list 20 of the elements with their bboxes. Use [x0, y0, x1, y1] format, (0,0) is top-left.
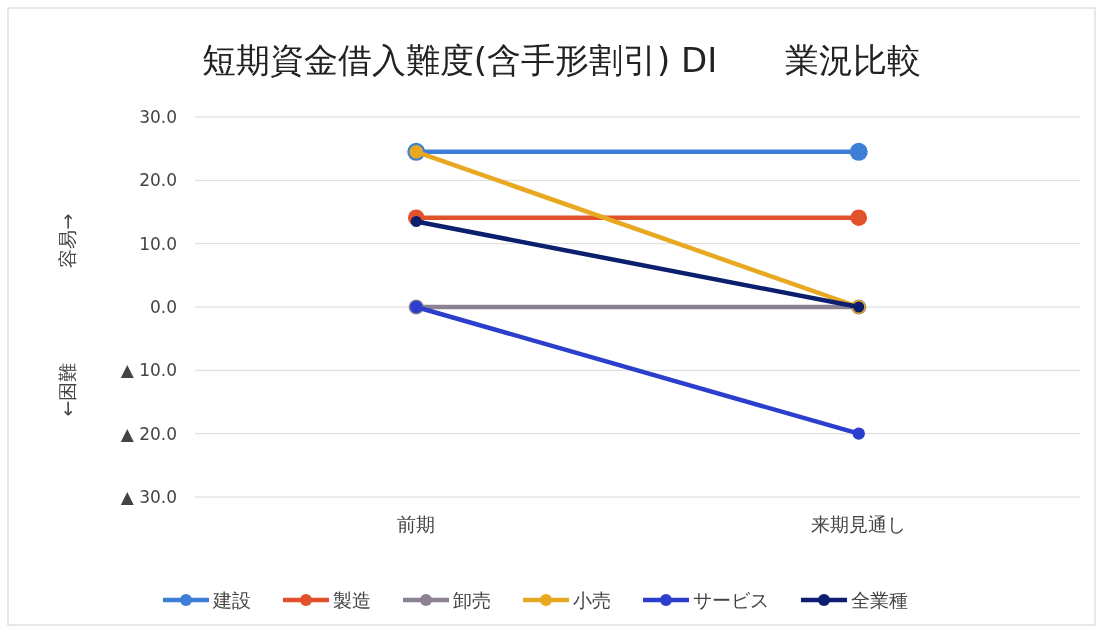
legend-label: 建設	[212, 589, 251, 611]
y-tick-label: ▲ 20.0	[120, 423, 177, 444]
x-tick-label: 前期	[397, 513, 436, 535]
y-tick-label: 30.0	[139, 107, 177, 127]
legend-label: 全業種	[851, 589, 908, 611]
point	[852, 427, 865, 440]
y-tick-label: 20.0	[139, 170, 177, 191]
x-tick-label: 来期見通し	[811, 513, 907, 535]
legend-label: 小売	[573, 589, 611, 611]
chart-title: 短期資金借入難度(含手形割引) DI 業況比較	[201, 40, 922, 80]
legend-label: サービス	[693, 589, 769, 611]
legend-label: 製造	[333, 589, 371, 611]
y-axis-title: ←困難 容易→	[56, 213, 78, 417]
legend-label: 卸売	[453, 589, 491, 611]
y-tick-label: 0.0	[149, 297, 177, 317]
y-tick-label: ▲ 30.0	[120, 487, 177, 507]
point	[850, 209, 868, 226]
y-tick-label: ▲ 10.0	[120, 360, 177, 381]
point	[849, 142, 868, 161]
y-tick-label: 10.0	[139, 233, 177, 254]
